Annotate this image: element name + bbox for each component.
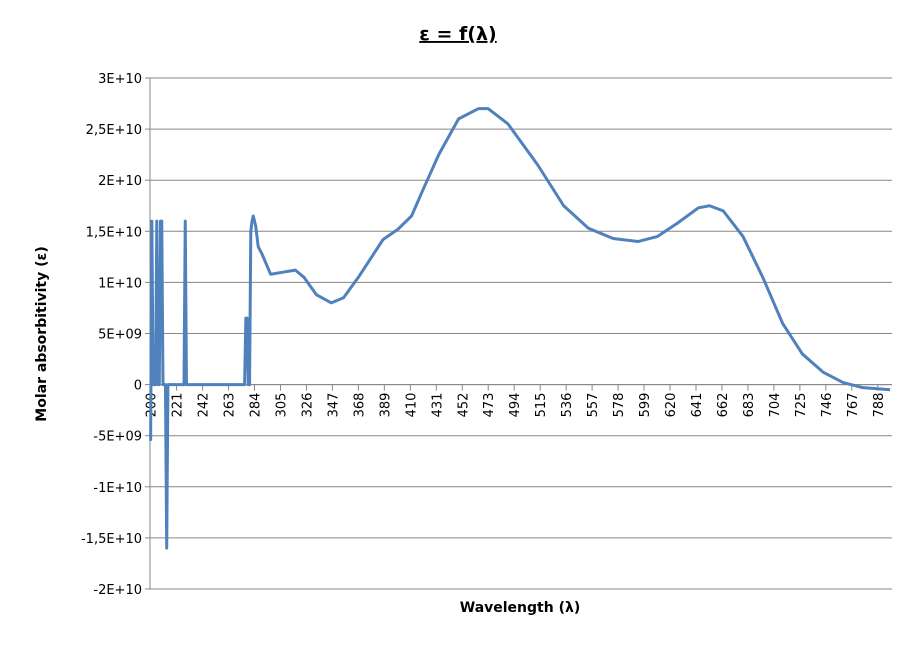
x-tick-label: 389 (378, 393, 393, 418)
series-line (149, 107, 891, 550)
x-tick-label: 347 (326, 393, 341, 418)
y-tick-label: 1,5E+10 (86, 225, 142, 240)
x-tick-label: 410 (404, 393, 419, 418)
x-tick-label: 305 (274, 393, 289, 418)
y-tick-label: -1,5E+10 (81, 532, 142, 547)
x-tick-label: 599 (638, 393, 653, 418)
x-tick-label: 683 (742, 393, 757, 418)
x-tick-label: 578 (612, 393, 627, 418)
y-tick-label: 3E+10 (98, 72, 142, 87)
x-tick-label: 725 (794, 393, 809, 418)
x-tick-label: 242 (197, 393, 212, 418)
x-tick-label: 515 (534, 393, 549, 418)
x-tick-label: 536 (560, 393, 575, 418)
y-tick-label: 2,5E+10 (86, 123, 142, 138)
x-tick-label: 431 (430, 393, 445, 418)
y-tick-label: 5E+09 (98, 328, 142, 343)
x-tick-label: 662 (716, 393, 731, 418)
x-tick-label: 641 (690, 393, 705, 418)
y-tick-label: 2E+10 (98, 174, 142, 189)
x-tick-label: 620 (664, 393, 679, 418)
x-tick-label: 284 (248, 393, 263, 418)
x-tick-label: 557 (586, 393, 601, 418)
y-tick-label: 0 (134, 379, 142, 394)
x-tick-label: 767 (846, 393, 861, 418)
x-tick-label: 263 (223, 393, 238, 418)
x-tick-label: 326 (300, 393, 315, 418)
chart-title: ε = f(λ) (419, 23, 496, 45)
y-axis-label: Molar absorbitivity (ε) (34, 246, 50, 421)
x-tick-label: 473 (482, 393, 497, 418)
y-tick-label: -1E+10 (93, 481, 142, 496)
x-tick-label: 788 (872, 393, 887, 418)
y-tick-label: -2E+10 (93, 583, 142, 598)
y-tick-label: 1E+10 (98, 276, 142, 291)
x-axis-label: Wavelength (λ) (460, 600, 580, 616)
x-tick-label: 452 (456, 393, 471, 418)
x-tick-label: 746 (820, 393, 835, 418)
x-tick-label: 704 (768, 393, 783, 418)
x-tick-label: 368 (352, 393, 367, 418)
x-tick-label: 221 (171, 393, 186, 418)
y-tick-label: -5E+09 (93, 430, 142, 445)
x-tick-label: 494 (508, 393, 523, 418)
